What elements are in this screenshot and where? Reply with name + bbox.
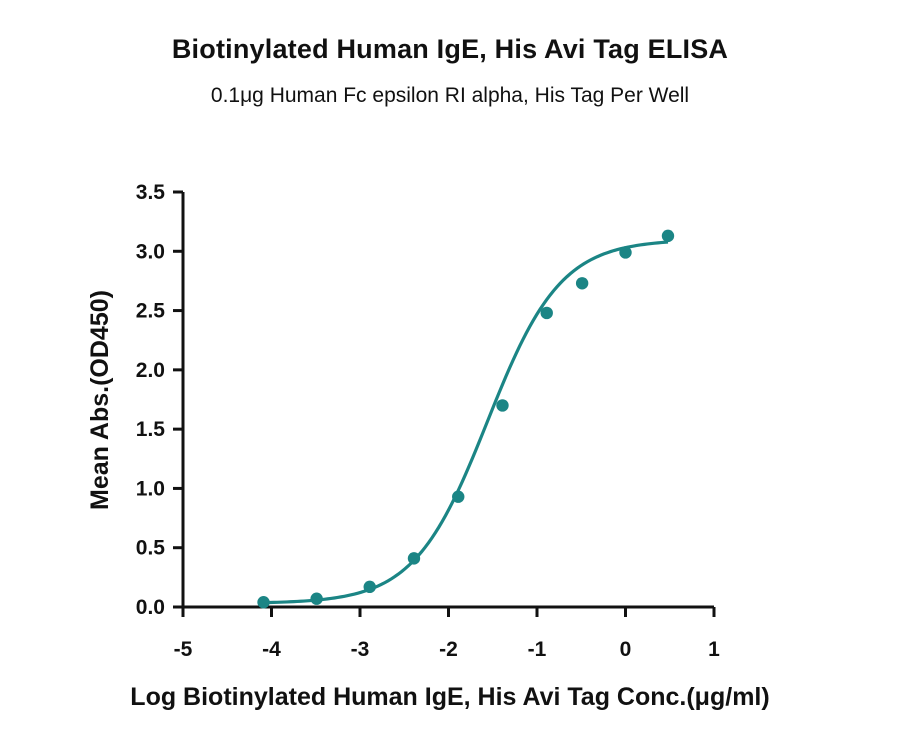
data-point: [257, 596, 270, 609]
data-point: [540, 306, 553, 320]
chart-title: Biotinylated Human IgE, His Avi Tag ELIS…: [171, 34, 729, 64]
x-tick-label: -4: [262, 638, 281, 661]
x-tick-label: -3: [351, 638, 370, 661]
x-tick-label: 0: [620, 638, 632, 661]
ticks: -5 -4 -3 -2 -1 0 1 0.0 0.5 1.0 1.5 2.0 2.5 3.0 3.5: [136, 181, 720, 661]
data-point: [575, 277, 589, 290]
y-tick-label: 0.5: [136, 537, 166, 560]
data-point: [407, 552, 421, 565]
data-points: [257, 229, 675, 609]
data-point: [661, 229, 675, 243]
y-tick-label: 1.5: [136, 418, 166, 441]
x-tick-label: -1: [528, 638, 547, 661]
x-tick-label: 1: [708, 638, 720, 661]
y-axis-title: Mean Abs.(OD450): [86, 290, 114, 510]
y-tick-label: 3.5: [136, 181, 166, 204]
chart-subtitle: 0.1μg Human Fc epsilon RI alpha, His Tag…: [210, 84, 690, 107]
data-point: [619, 246, 632, 259]
y-tick-label: 0.0: [136, 596, 165, 619]
data-point: [452, 490, 465, 503]
data-point: [310, 592, 323, 605]
fit-curve: [263, 240, 669, 605]
y-tick-label: 2.0: [136, 359, 165, 382]
x-axis-title: Log Biotinylated Human IgE, His Avi Tag …: [130, 683, 769, 711]
data-point: [363, 580, 376, 594]
y-tick-label: 2.5: [136, 300, 166, 323]
data-point: [496, 399, 509, 412]
axes: [181, 192, 714, 609]
x-tick-label: -5: [174, 638, 193, 661]
y-tick-label: 3.0: [136, 240, 165, 263]
x-tick-label: -2: [439, 638, 458, 661]
y-tick-label: 1.0: [136, 477, 165, 500]
